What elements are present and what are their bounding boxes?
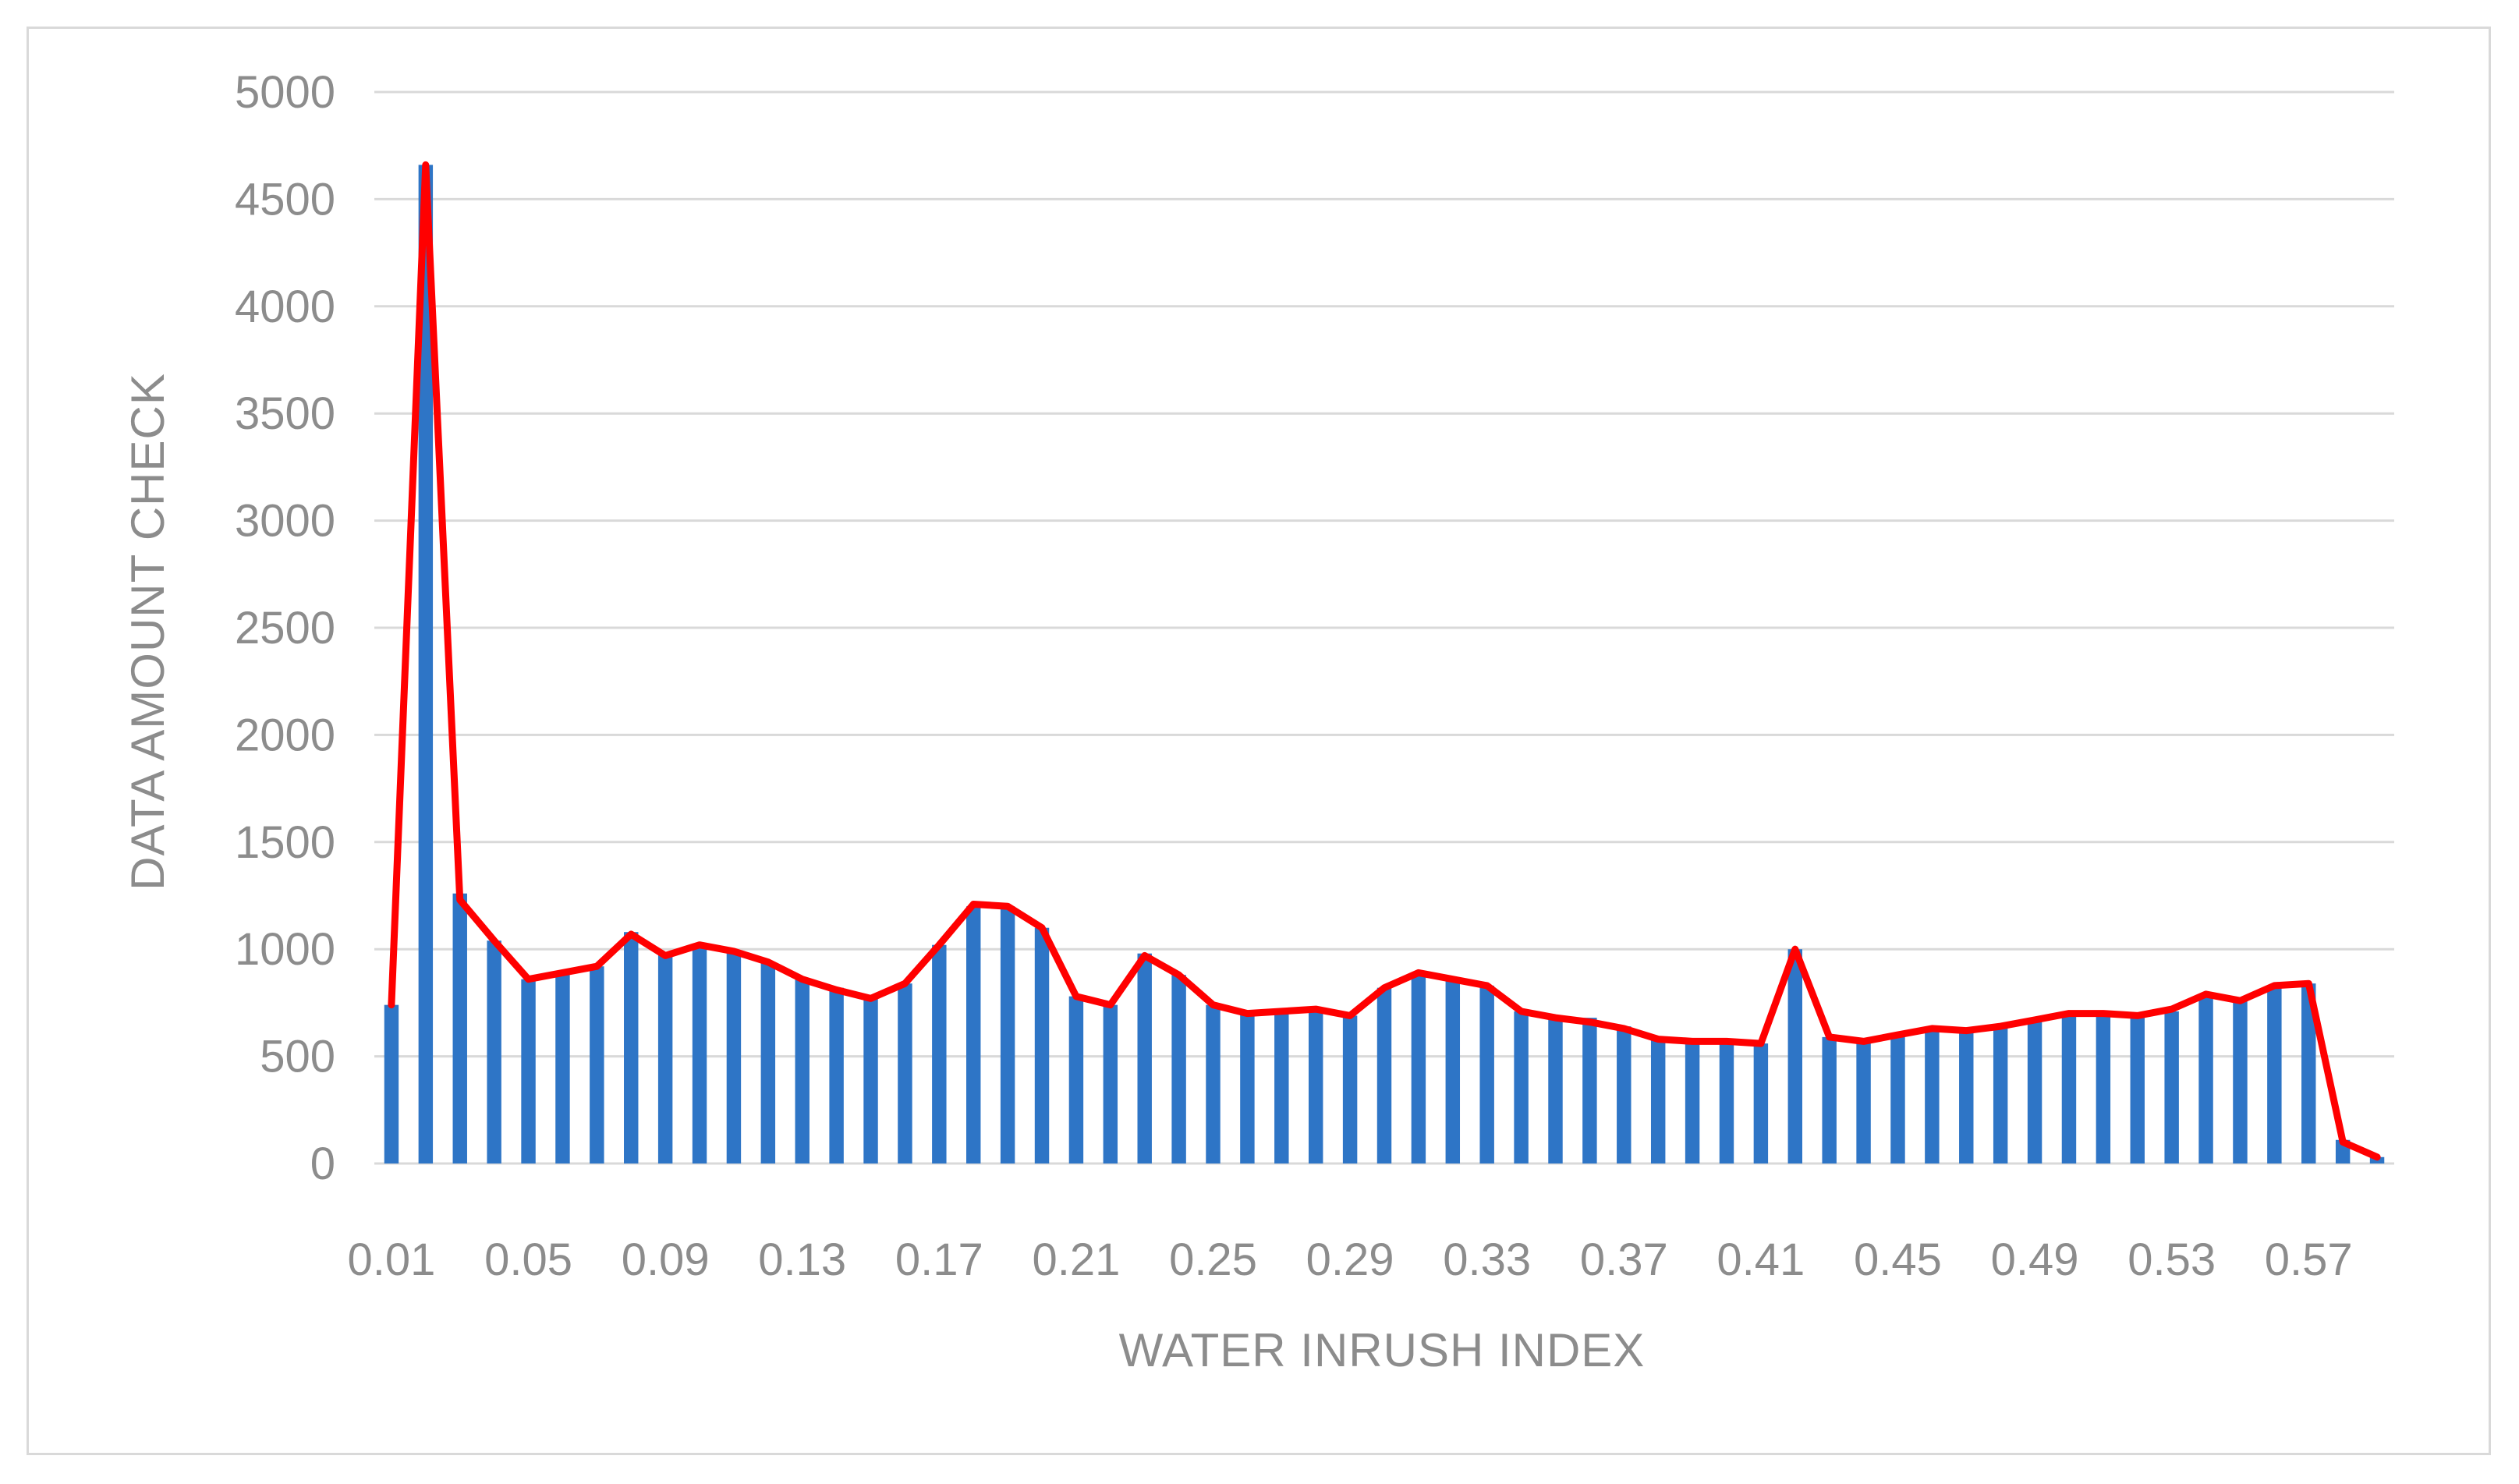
- bar: [1548, 1015, 1563, 1163]
- gridlines: [374, 90, 2394, 1165]
- bar: [418, 165, 434, 1163]
- x-axis-title: WATER INRUSH INDEX: [1119, 1324, 1646, 1376]
- chart-frame: [27, 27, 2491, 1455]
- x-tick-label: 0.09: [622, 1234, 710, 1285]
- bar: [1582, 1018, 1597, 1163]
- bar: [1411, 975, 1426, 1163]
- x-tick-label: 0.53: [2128, 1234, 2216, 1285]
- bar: [2233, 1001, 2248, 1163]
- bar: [1685, 1041, 1700, 1163]
- bar: [1925, 1028, 1940, 1163]
- bar: [452, 893, 467, 1163]
- line-series: [388, 161, 2381, 1161]
- bar: [1103, 1004, 1118, 1163]
- x-tick-label: 0.13: [758, 1234, 846, 1285]
- bar: [1137, 953, 1152, 1163]
- x-tick-label: 0.33: [1443, 1234, 1531, 1285]
- y-tick-label: 3000: [235, 496, 335, 547]
- bar: [966, 906, 981, 1163]
- y-tick-label: 500: [260, 1032, 335, 1082]
- bar: [1068, 996, 1084, 1163]
- bar: [1376, 987, 1392, 1163]
- bar: [829, 987, 844, 1163]
- y-tick-label: 1000: [235, 924, 335, 975]
- series-line: [388, 161, 2381, 1161]
- bar: [2267, 985, 2282, 1163]
- bar: [726, 951, 742, 1163]
- bar: [657, 953, 673, 1163]
- bar: [1000, 906, 1015, 1163]
- x-tick-label: 0.25: [1169, 1234, 1257, 1285]
- bar: [1650, 1039, 1666, 1163]
- x-tick-label: 0.05: [484, 1234, 572, 1285]
- bar: [932, 944, 947, 1163]
- y-tick-label: 2500: [235, 603, 335, 653]
- y-tick-label: 1500: [235, 817, 335, 868]
- y-tick-label: 2000: [235, 710, 335, 760]
- bar: [863, 996, 878, 1163]
- bar: [1342, 1015, 1358, 1163]
- x-tick-label: 0.29: [1306, 1234, 1394, 1285]
- bar: [2130, 1015, 2145, 1163]
- bar: [1856, 1039, 1871, 1163]
- bar: [1445, 979, 1461, 1163]
- bar: [2027, 1019, 2042, 1163]
- x-tick-label: 0.37: [1580, 1234, 1668, 1285]
- y-tick-label: 4000: [235, 282, 335, 332]
- bar: [1171, 975, 1186, 1163]
- bar: [2198, 996, 2213, 1163]
- y-axis-title: DATA AMOUNT CHECK: [122, 373, 174, 891]
- bar: [1479, 985, 1494, 1163]
- x-tick-label: 0.57: [2265, 1234, 2353, 1285]
- x-tick-label: 0.49: [1991, 1234, 2079, 1285]
- bar: [898, 983, 912, 1163]
- bar: [2301, 983, 2316, 1163]
- y-tick-label: 4500: [235, 174, 335, 225]
- y-tick-label: 5000: [235, 67, 335, 118]
- x-tick-label: 0.45: [1854, 1234, 1942, 1285]
- x-tick-label: 0.17: [895, 1234, 983, 1285]
- bar: [1514, 1011, 1529, 1163]
- bar: [1787, 949, 1802, 1163]
- x-tick-labels: 0.01 0.05 0.09 0.13 0.17 0.21 0.25 0.29 0.33 0.37…: [348, 1234, 2353, 1285]
- x-tick-label: 0.21: [1032, 1234, 1120, 1285]
- bar-series: [384, 165, 2385, 1163]
- bar: [1993, 1026, 2008, 1163]
- bar: [2164, 1011, 2179, 1163]
- bar: [1240, 1013, 1255, 1163]
- y-tick-labels: 0 500 1000 1500 2000 2500 3000 3500 4000 4500 5000: [235, 67, 335, 1189]
- bar: [521, 979, 536, 1163]
- y-tick-label: 3500: [235, 388, 335, 439]
- bar: [555, 975, 570, 1163]
- bar: [1034, 927, 1050, 1163]
- bar: [692, 944, 707, 1163]
- bar: [1890, 1032, 1905, 1163]
- bar: [384, 1004, 399, 1163]
- bar: [1206, 1004, 1221, 1163]
- bar: [1274, 1013, 1289, 1163]
- bar: [624, 932, 639, 1163]
- bar: [487, 940, 501, 1163]
- bar: [2061, 1013, 2077, 1163]
- y-tick-label: 0: [310, 1139, 335, 1189]
- bar: [1822, 1036, 1837, 1163]
- bar: [1617, 1026, 1632, 1163]
- bar: [795, 979, 810, 1163]
- bar: [2096, 1013, 2111, 1163]
- bar: [1753, 1043, 1769, 1163]
- bar: [1308, 1009, 1323, 1163]
- x-tick-label: 0.01: [348, 1234, 436, 1285]
- bar: [590, 966, 604, 1163]
- bar: [1959, 1030, 1974, 1163]
- bar: [1719, 1041, 1734, 1163]
- x-tick-label: 0.41: [1717, 1234, 1805, 1285]
- bar: [760, 962, 776, 1163]
